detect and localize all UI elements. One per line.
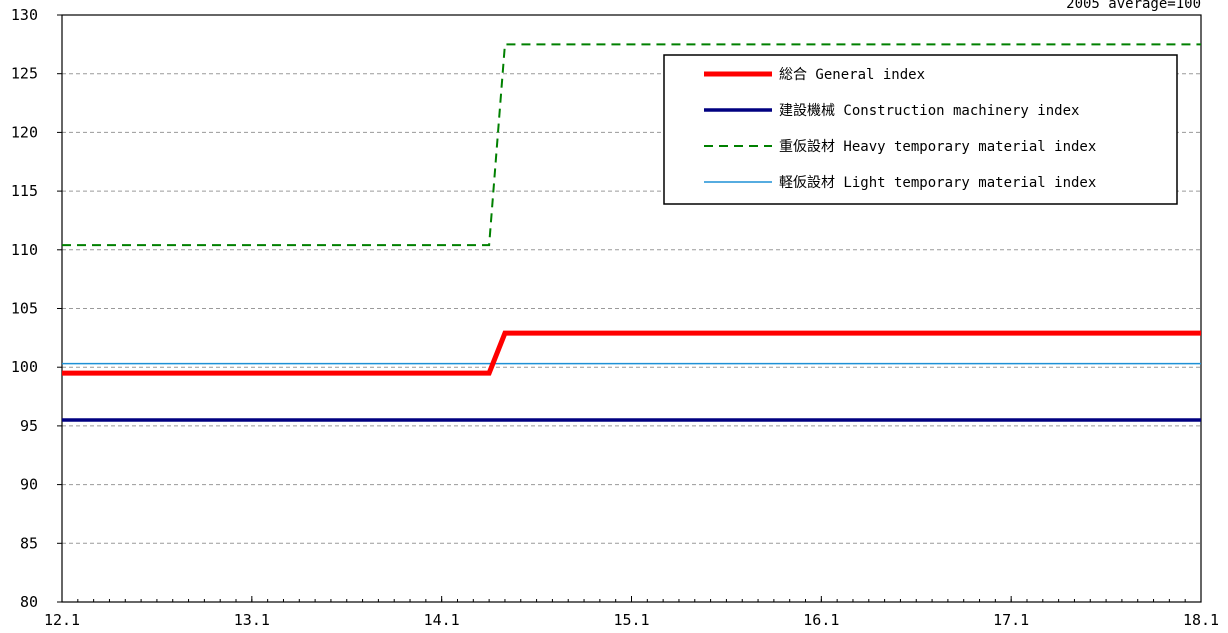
y-tick-label: 95 bbox=[20, 417, 38, 435]
grid-lines bbox=[62, 73, 1201, 544]
legend-label-4: 軽仮設材 Light temporary material index bbox=[779, 175, 1096, 191]
y-tick-label: 120 bbox=[11, 123, 38, 141]
x-tick-label: 14.1 bbox=[424, 611, 460, 629]
y-tick-label: 115 bbox=[11, 182, 38, 200]
legend-label-1: 総合 General index bbox=[779, 67, 925, 83]
series-line-3 bbox=[62, 43, 1201, 247]
y-axis-ticks: 80 85 90 95 100 105 110 115 120 125 130 bbox=[11, 6, 62, 611]
y-tick-label: 90 bbox=[20, 476, 38, 494]
x-tick-label: 16.1 bbox=[803, 611, 839, 629]
x-tick-label: 17.1 bbox=[993, 611, 1029, 629]
y-tick-label: 105 bbox=[11, 300, 38, 318]
x-tick-label: 12.1 bbox=[44, 611, 80, 629]
base-note: 2005 average=100 bbox=[1066, 0, 1201, 12]
legend: 総合 General index 建設機械 Construction machin… bbox=[663, 54, 1178, 205]
x-axis-ticks: 12.1 13.1 14.1 15.1 16.1 17.1 18.1 bbox=[44, 596, 1219, 629]
y-tick-label: 130 bbox=[11, 6, 38, 24]
series-line-1 bbox=[62, 330, 1201, 376]
legend-box bbox=[663, 54, 1178, 205]
y-tick-label: 100 bbox=[11, 358, 38, 376]
legend-label-3: 重仮設材 Heavy temporary material index bbox=[779, 139, 1096, 155]
y-tick-label: 85 bbox=[20, 534, 38, 552]
x-tick-label: 15.1 bbox=[613, 611, 649, 629]
series-lines bbox=[62, 43, 1201, 422]
x-tick-label: 18.1 bbox=[1183, 611, 1219, 629]
x-tick-label: 13.1 bbox=[234, 611, 270, 629]
y-tick-label: 125 bbox=[11, 65, 38, 83]
y-tick-label: 110 bbox=[11, 241, 38, 259]
y-tick-label: 80 bbox=[20, 593, 38, 611]
legend-label-2: 建設機械 Construction machinery index bbox=[779, 103, 1079, 119]
